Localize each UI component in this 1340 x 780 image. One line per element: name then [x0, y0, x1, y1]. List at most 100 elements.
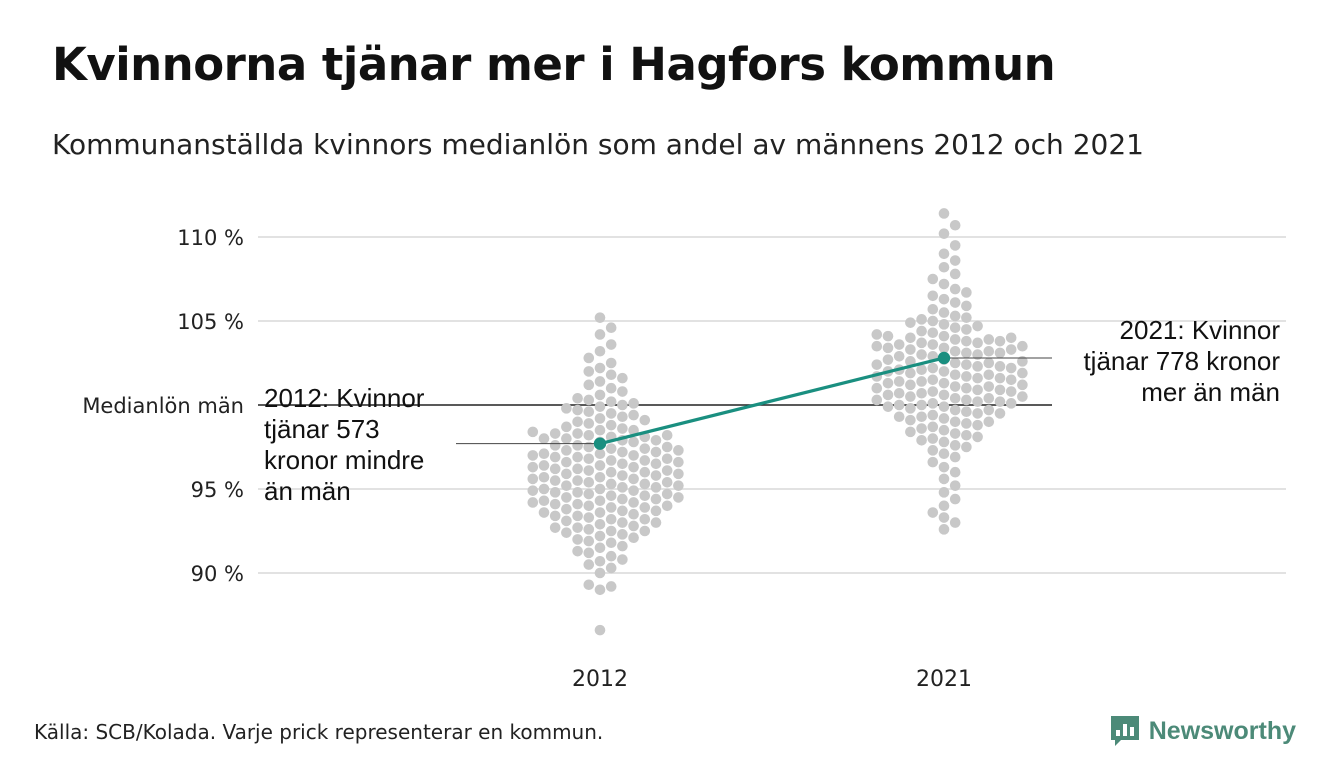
brand-name: Newsworthy — [1148, 716, 1296, 745]
data-dot-2012 — [617, 517, 628, 528]
data-dot-2021 — [961, 382, 972, 394]
data-dot-2021 — [893, 350, 905, 362]
data-dot-2012 — [594, 424, 606, 436]
data-dot-2021 — [938, 278, 950, 290]
data-dot-2021 — [972, 396, 983, 407]
data-dot-2021 — [905, 317, 916, 328]
data-dot-2012 — [628, 532, 639, 544]
data-dot-2021 — [949, 466, 961, 478]
data-dot-2012 — [605, 562, 617, 574]
data-dot-2021 — [938, 512, 950, 523]
data-dot-2012 — [594, 624, 606, 636]
data-dot-2021 — [949, 416, 961, 428]
data-dot-2012 — [594, 555, 606, 567]
data-dot-2012 — [549, 498, 561, 510]
data-dot-2021 — [882, 389, 894, 401]
data-dot-2012 — [549, 463, 561, 475]
data-dot-2012 — [527, 473, 539, 485]
data-dot-2021 — [905, 426, 916, 438]
highlight-line — [599, 356, 945, 446]
data-dot-2012 — [605, 537, 617, 549]
data-dot-2012 — [527, 497, 539, 508]
data-dot-2021 — [905, 414, 916, 426]
data-dot-2021 — [927, 327, 939, 339]
data-dot-2021 — [927, 421, 939, 433]
data-dot-2021 — [983, 357, 995, 369]
x-category-label: 2012 — [572, 667, 628, 692]
data-dot-2012 — [605, 408, 617, 419]
data-dot-2012 — [572, 534, 583, 545]
data-dot-2021 — [938, 342, 950, 354]
data-dot-2021 — [949, 440, 961, 451]
data-dot-2012 — [572, 498, 583, 510]
data-dot-2012 — [583, 406, 595, 418]
data-dot-2012 — [583, 559, 595, 570]
data-dot-2021 — [938, 500, 950, 512]
data-dot-2021 — [983, 334, 995, 345]
data-dot-2021 — [916, 325, 927, 337]
data-dot-2021 — [871, 394, 883, 406]
data-dot-2012 — [594, 312, 606, 323]
data-dot-2012 — [538, 483, 550, 495]
data-dot-2012 — [572, 451, 583, 463]
data-dot-2021 — [938, 413, 950, 424]
data-dot-2012 — [561, 527, 572, 538]
data-dot-2012 — [549, 487, 561, 498]
data-dot-2012 — [605, 443, 617, 454]
data-dot-2021 — [938, 307, 950, 318]
data-dot-2021 — [961, 394, 972, 406]
data-dot-2021 — [983, 369, 995, 381]
data-dot-2021 — [972, 372, 983, 384]
data-dot-2012 — [605, 357, 617, 369]
data-dot-2012 — [572, 428, 583, 439]
data-dot-2012 — [538, 448, 550, 460]
data-dot-2012 — [650, 482, 662, 493]
data-dot-2012 — [549, 510, 561, 522]
newsworthy-logo-icon — [1110, 716, 1139, 746]
data-dot-2021 — [938, 261, 950, 273]
data-dot-2021 — [916, 314, 927, 325]
data-dot-2021 — [1005, 398, 1017, 409]
data-dot-2021 — [972, 320, 983, 332]
data-dot-2021 — [972, 384, 983, 396]
annotation-2012-line: tjänar 573 — [264, 414, 380, 444]
data-dot-2021 — [994, 396, 1006, 407]
data-dot-2021 — [893, 339, 905, 350]
data-dot-2021 — [1017, 340, 1028, 352]
data-dot-2021 — [949, 404, 961, 416]
data-dot-2021 — [994, 408, 1006, 419]
data-dot-2012 — [617, 529, 628, 540]
data-dot-2012 — [617, 554, 628, 565]
data-dot-2012 — [628, 497, 639, 508]
data-dot-2021 — [938, 487, 950, 498]
data-dot-2012 — [605, 339, 617, 350]
data-dot-2012 — [639, 513, 651, 525]
data-dot-2021 — [1005, 386, 1017, 397]
data-dot-2021 — [938, 319, 950, 330]
data-dot-2021 — [949, 381, 961, 392]
data-dot-2021 — [961, 324, 972, 335]
data-dot-2021 — [938, 461, 950, 473]
data-dot-2021 — [871, 329, 883, 340]
data-dot-2021 — [938, 389, 950, 401]
data-dot-2012 — [639, 490, 651, 502]
data-dot-2021 — [905, 391, 916, 402]
data-dot-2021 — [949, 451, 961, 463]
y-tick-label: 95 % — [191, 478, 244, 502]
data-dot-2012 — [650, 470, 662, 481]
data-dot-2021 — [938, 208, 950, 219]
highlight-point-2012 — [593, 437, 607, 450]
data-dot-2021 — [938, 330, 950, 342]
data-dot-2012 — [617, 446, 628, 458]
data-dot-2012 — [594, 448, 606, 460]
data-dot-2012 — [617, 372, 628, 384]
data-dot-2012 — [661, 465, 673, 476]
data-dot-2012 — [549, 440, 561, 451]
data-dot-2012 — [583, 366, 595, 377]
data-dot-2012 — [628, 436, 639, 448]
data-dot-2012 — [527, 485, 539, 496]
data-dot-2021 — [938, 448, 950, 460]
data-dot-2012 — [594, 518, 606, 530]
data-dot-2021 — [927, 339, 939, 350]
data-dot-2012 — [617, 505, 628, 517]
